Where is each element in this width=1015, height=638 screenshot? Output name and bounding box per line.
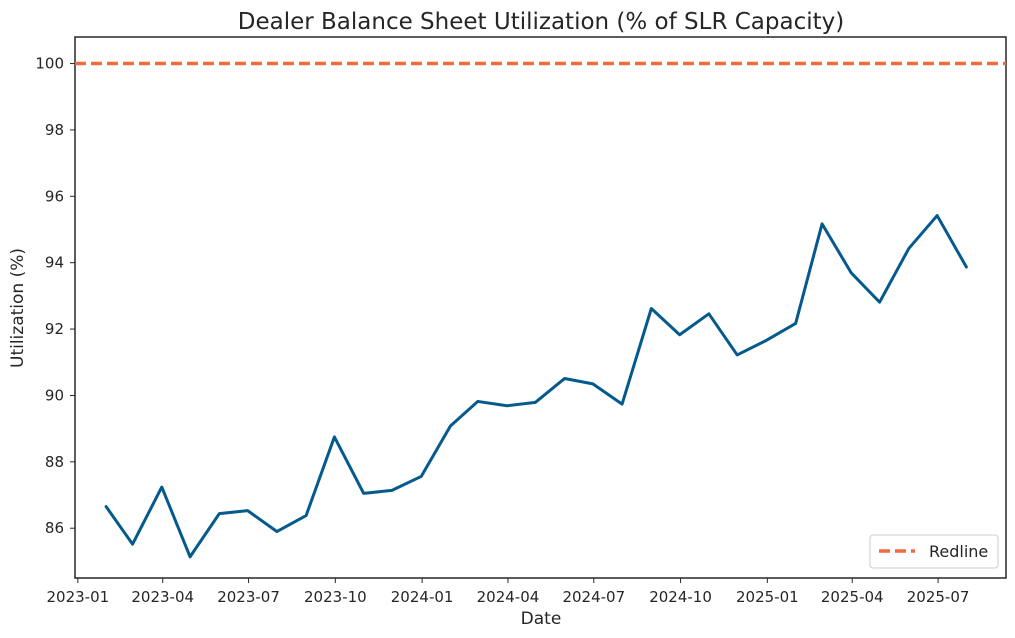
y-tick-label: 96 xyxy=(45,187,64,205)
legend: Redline xyxy=(869,534,999,569)
plot-area xyxy=(74,36,1007,579)
x-tick-label: 2024-07 xyxy=(562,588,625,606)
x-tick-label: 2024-04 xyxy=(477,588,540,606)
y-tick-label: 94 xyxy=(45,254,64,272)
y-axis-label: Utilization (%) xyxy=(8,248,28,368)
x-axis-ticks: 2023-01 2023-04 2023-07 2023-10 2024-01 2024-… xyxy=(46,578,969,606)
y-tick-label: 98 xyxy=(45,121,64,139)
x-axis-label: Date xyxy=(521,609,562,629)
x-tick-label: 2025-04 xyxy=(821,588,884,606)
x-tick-label: 2023-01 xyxy=(46,588,109,606)
x-tick-label: 2025-01 xyxy=(736,588,799,606)
utilization-series-line xyxy=(104,214,968,559)
x-tick-label: 2025-07 xyxy=(907,588,970,606)
legend-box xyxy=(869,534,999,569)
x-tick-label: 2023-04 xyxy=(131,588,194,606)
series-lines xyxy=(104,214,968,559)
x-tick-label: 2023-10 xyxy=(304,588,367,606)
y-tick-label: 90 xyxy=(45,386,64,404)
x-tick-label: 2024-10 xyxy=(649,588,712,606)
y-tick-label: 86 xyxy=(45,519,64,537)
y-tick-label: 88 xyxy=(45,453,64,471)
y-axis-ticks: 86 88 90 92 94 96 98 100 xyxy=(35,55,75,537)
chart-title: Dealer Balance Sheet Utilization (% of S… xyxy=(238,9,844,35)
x-tick-label: 2024-01 xyxy=(391,588,454,606)
y-tick-label: 100 xyxy=(35,55,64,73)
legend-label-redline: Redline xyxy=(929,542,988,561)
x-tick-label: 2023-07 xyxy=(217,588,280,606)
y-tick-label: 92 xyxy=(45,320,64,338)
